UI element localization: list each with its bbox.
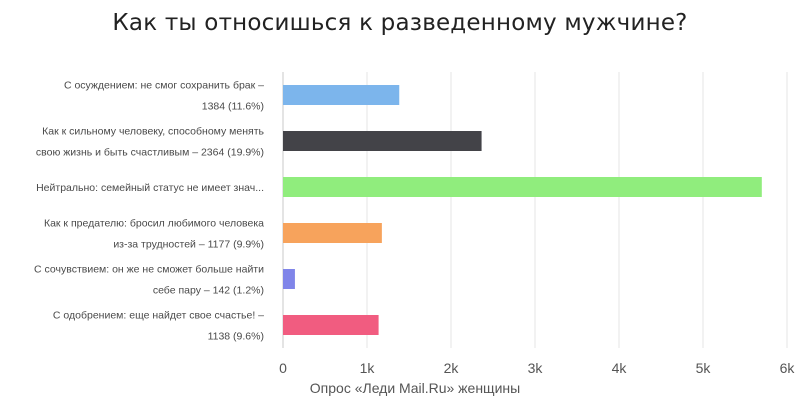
bar[interactable] <box>283 223 382 243</box>
bars <box>283 85 762 335</box>
bar[interactable] <box>283 177 762 197</box>
category-label: Как к сильному человеку, способному меня… <box>42 126 264 138</box>
category-label: 1384 (11.6%) <box>202 101 264 113</box>
category-label: себе пару – 142 (1.2%) <box>153 285 264 297</box>
category-label: С одобрением: еще найдет свое счастье! – <box>53 310 264 322</box>
category-label: С осуждением: не смог сохранить брак – <box>64 80 264 92</box>
bar[interactable] <box>283 131 482 151</box>
x-axis-title: Опрос «Леди Mail.Ru» женщины <box>310 380 520 396</box>
x-tick-label: 1k <box>360 360 376 376</box>
category-label: Как к предателю: бросил любимого человек… <box>44 218 264 230</box>
x-tick-label: 5k <box>696 360 712 376</box>
x-tick-label: 2k <box>444 360 460 376</box>
x-tick-labels: 0 1k 2k 3k 4k 5k 6k <box>279 360 795 376</box>
gridlines <box>282 72 788 348</box>
x-tick-label: 0 <box>279 360 287 376</box>
category-label: свою жизнь и быть счастливым – 2364 (19.… <box>36 147 264 159</box>
chart-title: Как ты относишься к разведенному мужчине… <box>112 10 688 36</box>
bar[interactable] <box>283 315 379 335</box>
category-labels: С осуждением: не смог сохранить брак – 13… <box>34 80 264 343</box>
bar[interactable] <box>283 85 400 105</box>
category-label: из-за трудностей – 1177 (9.9%) <box>113 239 264 251</box>
x-tick-label: 6k <box>780 360 796 376</box>
category-label: С сочувствием: он же не сможет больше на… <box>34 264 264 276</box>
bar[interactable] <box>283 269 295 289</box>
x-tick-label: 3k <box>528 360 544 376</box>
category-label: 1138 (9.6%) <box>208 331 264 343</box>
category-label: Нейтрально: семейный статус не имеет зна… <box>36 182 264 194</box>
x-tick-label: 4k <box>612 360 628 376</box>
